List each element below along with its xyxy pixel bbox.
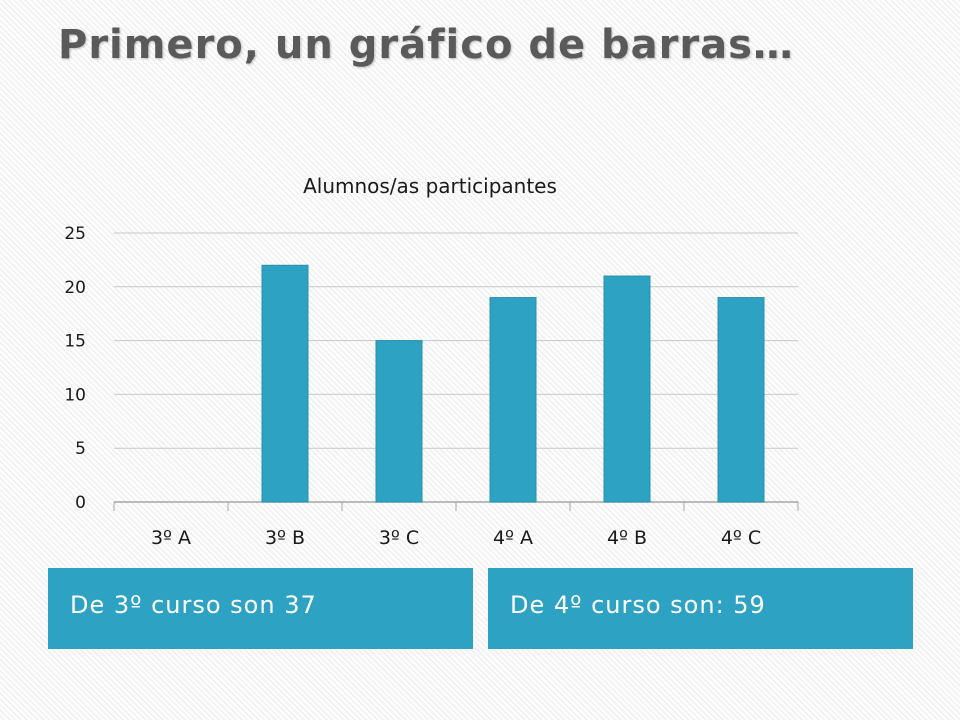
fourth-grade-summary-box: De 4º curso son: 59 (488, 568, 913, 649)
x-category-label: 4º B (607, 527, 647, 549)
x-category-label: 4º A (493, 527, 533, 549)
x-axis (113, 501, 799, 511)
bar-chart: Alumnos/as participantes 0 5 10 15 20 25 3º A 3… (64, 174, 799, 549)
bars (261, 264, 765, 503)
x-category-label: 3º B (265, 527, 305, 549)
x-category-label: 3º A (151, 527, 191, 549)
bar (261, 264, 309, 503)
third-grade-summary-box: De 3º curso son 37 (48, 568, 473, 649)
chart-title: Alumnos/as participantes (303, 174, 557, 198)
y-tick-label: 20 (64, 278, 86, 298)
bar (717, 297, 765, 503)
bar (375, 340, 423, 503)
x-category-label: 3º C (379, 527, 419, 549)
slide-title: Primero, un gráfico de barras… (58, 22, 794, 68)
axis-labels: 0 5 10 15 20 25 3º A 3º B 3º C 4º A 4º B 4º C (64, 224, 761, 549)
bar (603, 275, 651, 503)
y-tick-label: 10 (64, 385, 86, 405)
y-tick-label: 15 (64, 332, 86, 352)
y-tick-label: 0 (75, 493, 86, 513)
x-category-label: 4º C (721, 527, 761, 549)
bar (489, 297, 537, 503)
y-tick-label: 25 (64, 224, 86, 244)
fourth-grade-summary-text: De 4º curso son: 59 (510, 591, 766, 619)
y-tick-label: 5 (75, 439, 86, 459)
third-grade-summary-text: De 3º curso son 37 (70, 591, 317, 619)
grid-lines (114, 232, 798, 503)
